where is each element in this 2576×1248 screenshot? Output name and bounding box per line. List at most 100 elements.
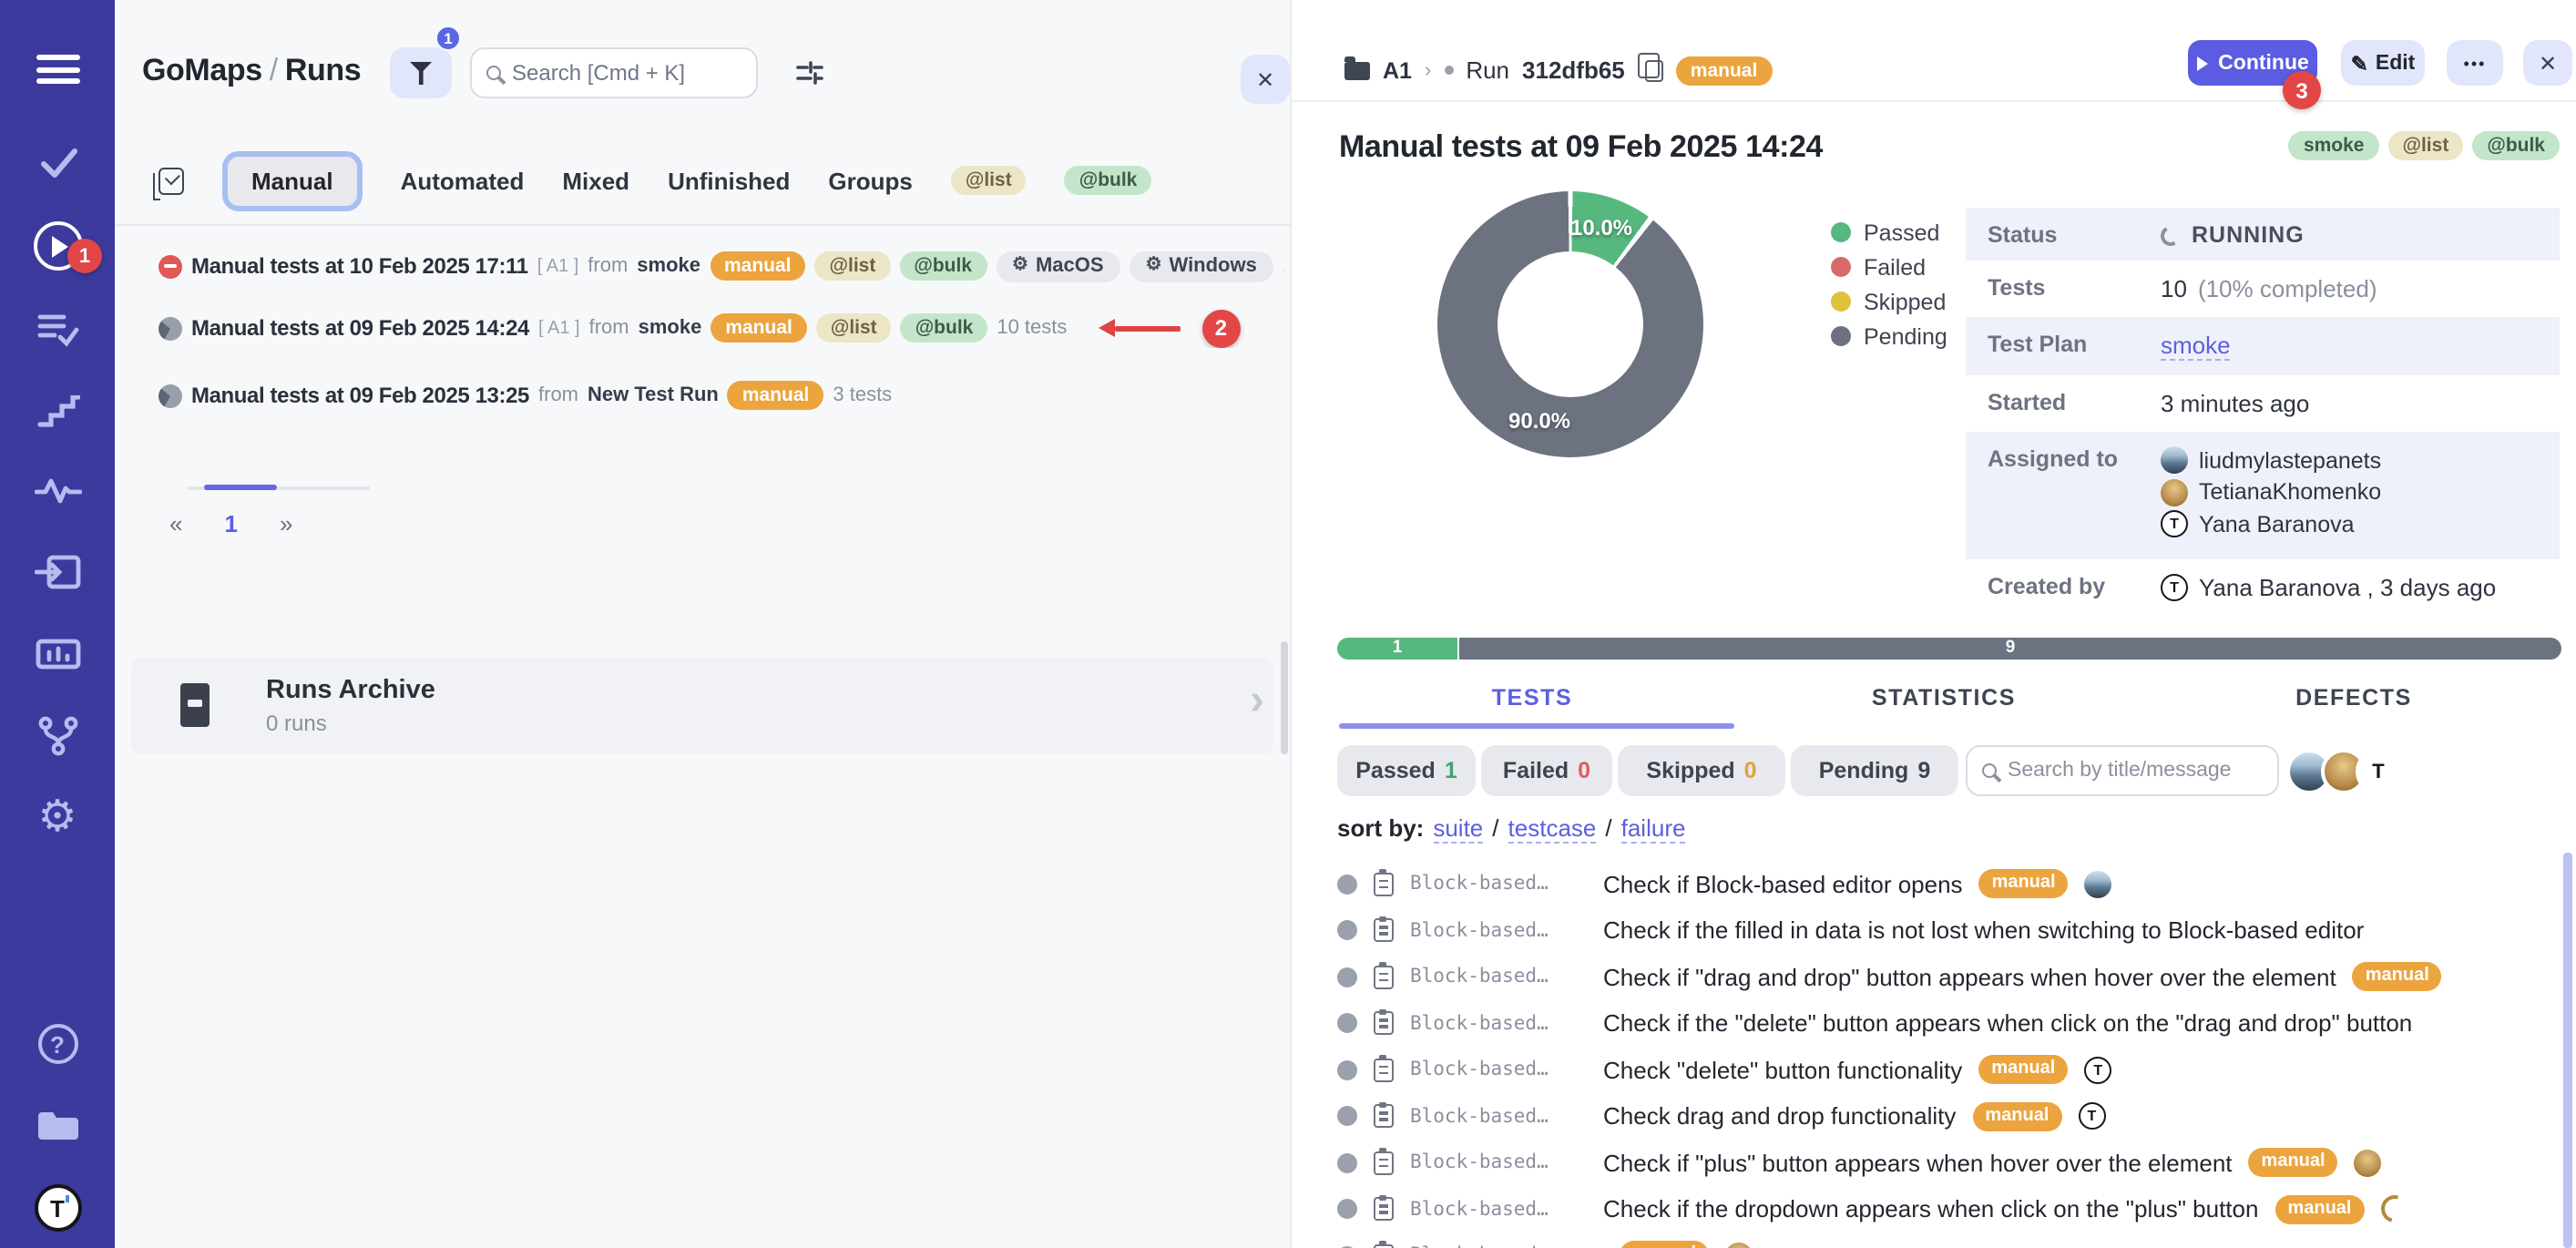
run-title[interactable]: Manual tests at 10 Feb 2025 17:11 [191,253,528,279]
tag-filter-bulk[interactable]: @bulk [1064,166,1152,195]
copy-icon[interactable] [1638,53,1663,82]
help-icon[interactable]: ? [37,1024,77,1064]
test-title[interactable]: Check drag and drop functionality [1603,1102,1957,1130]
more-button[interactable]: ••• [2447,40,2503,86]
test-row[interactable]: Block-based… Check "delete" button funct… [1292,1047,2576,1093]
sort-suite-link[interactable]: suite [1433,814,1484,844]
legend-pending: Pending [1831,319,1947,353]
tag-list[interactable]: @list [2387,131,2464,159]
test-row[interactable]: Block-based… Check if Block-based editor… [1292,861,2576,907]
test-plans-icon[interactable] [36,310,79,350]
avatar-tetianakhomenko [2161,478,2188,506]
run-title[interactable]: Manual tests at 09 Feb 2025 13:25 [191,383,529,408]
manual-badge: manual [1978,869,2069,899]
suite-label[interactable]: Block-based… [1410,1012,1549,1035]
suite-label[interactable]: Block-based… [1410,966,1549,988]
gear-icon: ⚙ [1145,255,1162,275]
run-running-icon [158,384,182,407]
tab-tests[interactable]: TESTS [1491,685,1573,711]
tests-completed: (10% completed) [2197,275,2377,302]
test-row[interactable]: Block-based… manual [1292,1233,2576,1248]
legend-skipped: Skipped [1831,284,1947,319]
runs-archive-card[interactable]: Runs Archive 0 runs › [131,658,1273,754]
tab-unfinished[interactable]: Unfinished [668,167,791,194]
run-ref: [ A1 ] [538,318,580,338]
menu-icon[interactable] [36,55,79,84]
tab-automated[interactable]: Automated [400,167,525,194]
chip-skipped[interactable]: Skipped 0 [1618,745,1785,796]
tag-smoke[interactable]: smoke [2288,131,2379,159]
test-row[interactable]: Block-based… Check if "drag and drop" bu… [1292,954,2576,1000]
test-title[interactable]: Check if the filled in data is not lost … [1603,916,2365,945]
avatar-yana-baranova: T [2084,1056,2112,1084]
runs-search-input[interactable] [512,60,741,86]
close-button[interactable]: ✕ [2523,40,2572,86]
detail-plan-row: Test Plan smoke [1966,317,2560,375]
archive-title: Runs Archive [266,676,435,705]
tab-groups[interactable]: Groups [828,167,913,194]
test-row[interactable]: Block-based… Check if the dropdown appea… [1292,1186,2576,1233]
test-title[interactable]: Check if "drag and drop" button appears … [1603,963,2336,991]
run-row[interactable]: Manual tests at 10 Feb 2025 17:11 [ A1 ]… [158,246,1284,286]
test-row[interactable]: Block-based… Check drag and drop functio… [1292,1093,2576,1140]
test-title[interactable]: Check "delete" button functionality [1603,1056,1963,1084]
tab-manual[interactable]: Manual [222,150,363,210]
run-row[interactable]: Manual tests at 09 Feb 2025 13:25 from N… [158,375,1284,415]
tests-search [1966,745,2279,796]
filter-settings-icon[interactable] [796,60,823,86]
test-title[interactable]: Check if the dropdown appears when click… [1603,1195,2259,1223]
detail-label: Started [1988,390,2067,415]
suite-label[interactable]: Block-based… [1410,1198,1549,1221]
sort-failure-link[interactable]: failure [1620,814,1686,844]
settings-gear-icon[interactable]: ⚙ [37,793,77,842]
suite-label[interactable]: Block-based… [1410,1245,1587,1248]
tab-mixed[interactable]: Mixed [562,167,630,194]
filter-button[interactable] [390,47,452,98]
test-plan-link[interactable]: smoke [2161,332,2231,361]
right-scrollbar[interactable] [2563,853,2571,1248]
suite-label[interactable]: Block-based… [1410,1059,1549,1081]
avatar-partial-icon [2376,1191,2413,1228]
chip-pending[interactable]: Pending 9 [1791,745,1958,796]
tag-bulk[interactable]: @bulk [2472,131,2560,159]
select-runs-icon[interactable] [153,167,184,199]
pagination-prev[interactable]: « [169,510,183,537]
left-scrollbar[interactable] [1281,641,1288,754]
imports-icon[interactable] [34,554,81,590]
test-row[interactable]: Block-based… Check if the "delete" butto… [1292,1000,2576,1047]
test-title[interactable]: Check if "plus" button appears when hove… [1603,1149,2233,1177]
suite-label[interactable]: Block-based… [1410,1151,1549,1174]
tests-search-input[interactable] [2008,760,2263,782]
breadcrumb-suite[interactable]: A1 [1383,57,1412,84]
integrations-icon[interactable] [36,716,79,756]
tab-defects[interactable]: DEFECTS [2295,685,2412,711]
test-title[interactable]: Check if the "delete" button appears whe… [1603,1009,2413,1038]
breadcrumb-project[interactable]: GoMaps [142,53,262,87]
test-row[interactable]: Block-based… Check if the filled in data… [1292,907,2576,954]
test-cases-icon[interactable] [36,146,79,182]
pulse-icon[interactable] [34,476,81,505]
chip-passed[interactable]: Passed 1 [1337,745,1476,796]
account-avatar[interactable]: T [34,1184,81,1232]
suite-label[interactable]: Block-based… [1410,873,1549,895]
projects-folder-icon[interactable] [34,1109,81,1143]
sidebar: 1 ⚙ ? T [0,0,115,1248]
runs-list-panel: GoMaps/Runs 1 ✕ Manual Automated Mixed U… [115,0,1290,1248]
test-title[interactable]: Check if Block-based editor opens [1603,870,1963,898]
panel-close-button[interactable]: ✕ [1241,55,1290,104]
pagination-next[interactable]: » [279,510,293,537]
chip-failed[interactable]: Failed 0 [1481,745,1612,796]
pagination-page-1[interactable]: 1 [224,510,238,537]
run-title[interactable]: Manual tests at 09 Feb 2025 14:24 [191,315,529,341]
suite-label[interactable]: Block-based… [1410,1105,1549,1128]
avatar-yana-baranova[interactable]: T [2356,749,2401,794]
sort-testcase-link[interactable]: testcase [1508,814,1597,844]
milestones-icon[interactable] [36,395,79,428]
suite-label[interactable]: Block-based… [1410,919,1549,942]
tab-statistics[interactable]: STATISTICS [1871,685,2017,711]
run-row[interactable]: Manual tests at 09 Feb 2025 14:24 [ A1 ]… [158,308,1284,348]
edit-button[interactable]: ✎ Edit [2341,40,2425,86]
analytics-icon[interactable] [34,636,81,672]
test-row[interactable]: Block-based… Check if "plus" button appe… [1292,1140,2576,1186]
tag-filter-list[interactable]: @list [950,166,1027,195]
